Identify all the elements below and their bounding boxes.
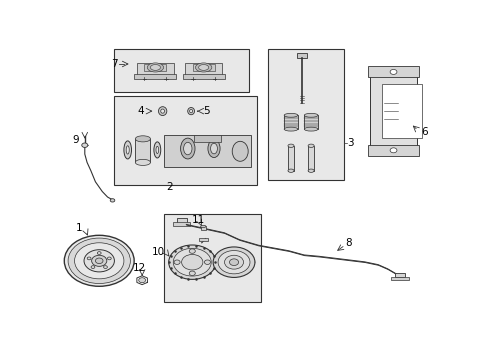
Circle shape (189, 271, 196, 275)
Bar (185, 63, 222, 77)
Circle shape (74, 243, 124, 279)
Ellipse shape (184, 142, 192, 155)
Text: 3: 3 (347, 138, 353, 148)
Ellipse shape (124, 141, 131, 159)
Circle shape (110, 199, 115, 202)
Ellipse shape (213, 259, 255, 266)
Circle shape (139, 278, 146, 283)
Bar (368, 67, 419, 77)
Text: 11: 11 (191, 215, 205, 225)
Bar (308, 146, 314, 171)
Bar (177, 218, 187, 223)
Text: 1: 1 (75, 223, 82, 233)
Circle shape (182, 255, 203, 270)
Bar (173, 222, 190, 226)
Circle shape (96, 258, 103, 264)
Bar (115, 49, 249, 92)
Text: 7: 7 (111, 59, 118, 69)
Bar (284, 115, 298, 129)
Text: 6: 6 (421, 127, 428, 137)
Text: 5: 5 (204, 106, 210, 116)
Bar (268, 49, 344, 180)
Ellipse shape (154, 142, 161, 158)
Text: 10: 10 (151, 247, 165, 257)
Bar (193, 64, 215, 71)
Circle shape (98, 252, 101, 255)
Ellipse shape (190, 109, 193, 113)
Bar (145, 64, 167, 71)
Ellipse shape (135, 159, 150, 166)
Circle shape (390, 69, 397, 75)
Circle shape (213, 247, 255, 278)
Ellipse shape (284, 127, 298, 131)
Ellipse shape (147, 63, 164, 72)
Ellipse shape (135, 136, 150, 142)
Ellipse shape (208, 140, 220, 158)
Circle shape (92, 255, 107, 266)
Bar (164, 214, 261, 302)
Circle shape (218, 251, 250, 274)
Circle shape (189, 249, 196, 253)
Circle shape (103, 266, 107, 269)
Bar (137, 63, 173, 77)
Ellipse shape (196, 63, 212, 72)
Bar (164, 135, 251, 167)
Circle shape (87, 257, 91, 260)
Circle shape (84, 250, 115, 272)
Ellipse shape (161, 109, 165, 113)
Circle shape (224, 255, 244, 269)
Bar (201, 226, 206, 230)
Bar (183, 73, 224, 79)
Bar (297, 53, 307, 58)
Ellipse shape (308, 144, 314, 148)
Ellipse shape (304, 127, 318, 131)
Circle shape (91, 266, 95, 269)
Bar (370, 72, 417, 150)
Ellipse shape (284, 113, 298, 117)
Circle shape (204, 260, 211, 264)
Ellipse shape (156, 146, 159, 153)
Text: 8: 8 (345, 238, 352, 248)
Circle shape (390, 148, 397, 153)
Bar (134, 73, 176, 79)
Circle shape (64, 235, 134, 286)
Bar (115, 96, 257, 185)
Circle shape (174, 260, 180, 264)
Ellipse shape (288, 169, 294, 172)
Bar (199, 238, 208, 242)
Ellipse shape (126, 146, 129, 154)
Ellipse shape (308, 169, 314, 172)
Bar (391, 277, 409, 280)
Text: 2: 2 (166, 183, 173, 192)
Text: 4: 4 (137, 106, 144, 116)
Ellipse shape (181, 138, 195, 159)
Text: 12: 12 (133, 263, 147, 273)
Bar (135, 139, 150, 162)
Ellipse shape (198, 64, 209, 70)
Circle shape (82, 143, 88, 148)
Ellipse shape (211, 143, 218, 154)
Bar (195, 135, 220, 142)
Ellipse shape (288, 144, 294, 148)
Bar (382, 84, 422, 138)
Circle shape (107, 257, 111, 260)
Ellipse shape (200, 225, 206, 228)
Ellipse shape (150, 64, 160, 70)
Ellipse shape (232, 141, 248, 161)
Bar (304, 115, 318, 129)
Ellipse shape (188, 108, 195, 115)
Bar (394, 273, 405, 278)
Circle shape (169, 245, 216, 279)
Bar (288, 146, 294, 171)
Circle shape (173, 248, 211, 276)
Circle shape (68, 238, 130, 284)
Circle shape (229, 259, 239, 266)
Ellipse shape (158, 107, 167, 116)
Bar (368, 145, 419, 156)
Text: 9: 9 (73, 135, 79, 145)
Ellipse shape (304, 113, 318, 117)
